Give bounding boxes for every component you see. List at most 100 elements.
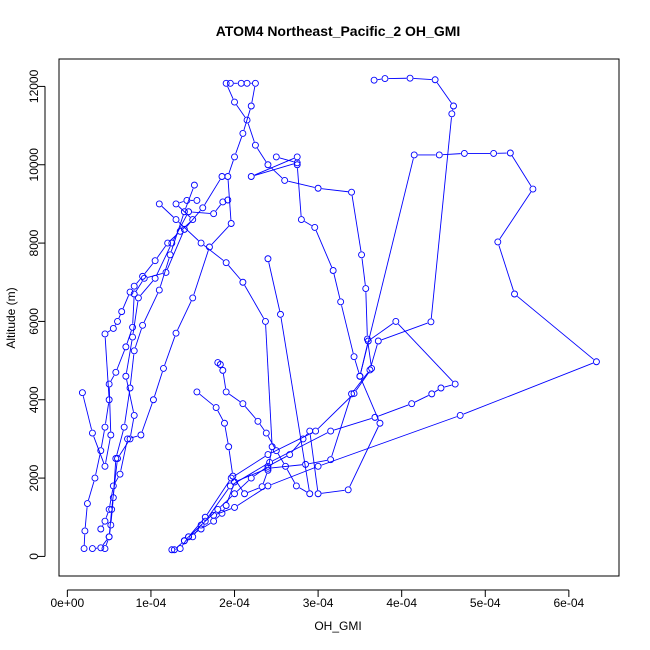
series-segment [203,244,224,261]
data-point [81,527,89,535]
series-segment [130,435,138,439]
data-point [392,317,400,325]
data-point [114,317,121,325]
x-tick-label: 1e-04 [136,596,167,610]
series-segment [233,456,266,477]
data-point [101,517,109,525]
data-point [214,505,222,513]
data-point [381,75,389,83]
data-point [105,380,113,388]
series-segment [365,292,368,336]
data-point [247,173,255,180]
data-point [224,173,232,180]
data-point [101,545,109,553]
y-tick-label: 2000 [27,464,41,491]
series-segment [236,480,249,492]
data-point [237,79,245,87]
data-point [168,546,176,554]
data-point [193,196,201,204]
series-segment [377,78,382,81]
series-segment [140,280,154,296]
series-segment [217,410,224,421]
data-point [261,317,269,325]
data-point [185,208,193,216]
series-segment [317,395,352,429]
data-point [427,318,435,326]
data-point [366,366,374,374]
data-point [264,482,272,490]
y-tick-label: 10000 [27,148,41,182]
data-point [251,79,259,87]
series-segment [144,263,154,274]
data-point [126,288,134,296]
series-segment [132,301,139,334]
data-point [311,223,319,231]
series-segment [304,221,312,226]
data-point [155,286,163,294]
data-point [219,366,227,374]
data-point [107,431,115,439]
data-point [227,474,235,482]
series-segment [228,160,234,174]
series-segment [178,206,191,218]
data-point [155,200,163,208]
data-point [529,185,537,193]
series-segment [211,225,230,245]
data-point [88,545,96,553]
data-point [344,486,352,494]
series-segment [124,391,130,424]
series-segment [270,166,283,179]
data-point [105,505,113,513]
series-segment [116,350,125,370]
data-point [226,79,234,87]
series-segment [177,300,192,331]
series-segment [228,265,241,280]
data-point [231,490,238,498]
series-1 [80,196,201,553]
series-segment [192,211,211,214]
x-axis-label: OH_GMI [314,619,361,633]
data-point [306,490,314,498]
data-point [140,274,148,282]
series-segment [109,512,112,534]
data-point [264,464,272,472]
series-segment [341,305,354,354]
data-point [116,470,124,478]
data-point [406,74,414,82]
data-point [364,337,372,345]
data-point [97,525,105,533]
data-point [201,517,209,525]
series-segment [236,104,246,118]
data-point [356,372,364,380]
data-point [149,396,157,404]
series-segment [268,262,281,311]
y-axis: 0 2000 4000 6000 8000 10000 12000 [27,69,46,560]
data-point [374,337,382,345]
series-segment [265,324,273,444]
data-point [254,417,262,425]
data-point [189,294,197,302]
series-segment [321,416,457,466]
data-point [193,388,201,396]
series-segment [203,522,211,528]
series-segment [331,397,351,457]
y-tick-label: 6000 [27,308,41,335]
data-point [197,239,205,247]
series-segment [351,195,362,252]
data-point [164,239,172,247]
series-segment [367,342,372,365]
series-segment [191,530,199,536]
data-point [225,443,233,451]
data-point [410,151,418,159]
data-point [197,525,205,533]
series-segment [108,387,112,432]
y-axis-label: Altitude (m) [4,287,18,348]
series-segment [243,109,251,131]
x-tick-label: 0e+00 [51,596,85,610]
series-segment [354,359,360,373]
data-point [327,456,335,464]
data-point [241,490,249,498]
series-segment [88,481,95,501]
series-segment [279,157,294,163]
series-segment [166,232,184,270]
